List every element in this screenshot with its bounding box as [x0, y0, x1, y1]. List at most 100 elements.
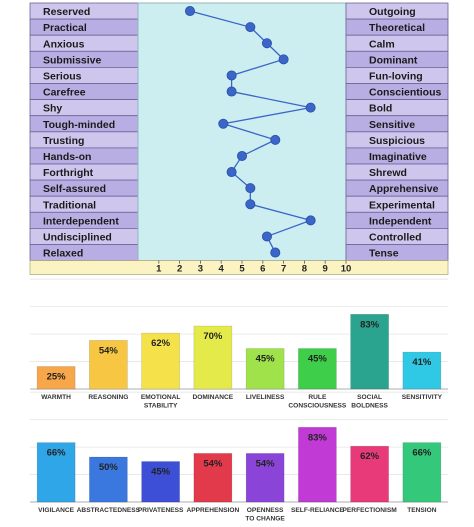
- right-trait-label: Independent: [369, 215, 432, 227]
- left-trait-label: Forthright: [43, 167, 94, 179]
- x-tick-label: 9: [323, 264, 328, 275]
- bar-category-label: EMOTIONAL: [141, 394, 181, 401]
- axis-strip: [29, 260, 449, 276]
- profile-point: [278, 54, 289, 65]
- left-trait-label: Interdependent: [43, 215, 119, 227]
- bar-category-label: TO CHANGE: [245, 516, 285, 523]
- bar: [402, 442, 442, 503]
- x-tick-label: 10: [341, 264, 352, 275]
- bar-value-label: 83%: [308, 432, 328, 443]
- bar-category-label: BOLDNESS: [351, 403, 388, 410]
- bar-value-label: 45%: [151, 467, 171, 478]
- profile-point: [261, 38, 272, 49]
- right-trait-label: Imaginative: [369, 151, 427, 163]
- profile-point: [245, 199, 256, 210]
- left-trait-label: Self-assured: [43, 183, 106, 195]
- right-trait-label: Bold: [369, 103, 392, 115]
- profile-point: [270, 247, 281, 258]
- left-trait-label: Tough-minded: [43, 119, 115, 131]
- bar-value-label: 66%: [412, 448, 432, 459]
- right-trait-label: Theoretical: [369, 22, 425, 34]
- bar-chart-top: 25% WARMTH 54% REASONING 62% EMOTIONAL STABILI…: [30, 278, 448, 410]
- profile-point: [218, 118, 229, 129]
- bar-value-label: 62%: [151, 338, 171, 349]
- bar-value-label: 50%: [99, 462, 119, 473]
- right-trait-label: Shrewd: [369, 167, 407, 179]
- bar-value-label: 54%: [203, 458, 223, 469]
- bar-category-label: STABILITY: [144, 403, 178, 410]
- bar: [89, 340, 128, 390]
- left-trait-label: Carefree: [43, 87, 86, 99]
- bar-value-label: 41%: [412, 357, 432, 368]
- profile-point: [270, 134, 281, 145]
- bar-category-label: TENSION: [407, 507, 437, 514]
- profile-point: [305, 102, 316, 113]
- left-trait-label: Trusting: [43, 135, 84, 147]
- bar: [141, 461, 180, 503]
- profile-line: [189, 10, 313, 253]
- bar-category-label: REASONING: [88, 394, 128, 401]
- left-trait-label: Practical: [43, 22, 87, 34]
- profile-plot-area: [137, 2, 347, 262]
- left-trait-label: Anxious: [43, 38, 85, 50]
- bar-value-label: 25%: [47, 372, 67, 383]
- bar: [36, 366, 76, 390]
- right-trait-label: Calm: [369, 38, 395, 50]
- right-trait-label: Tense: [369, 248, 399, 260]
- profile-point: [305, 215, 316, 226]
- left-trait-label: Submissive: [43, 54, 102, 66]
- right-label-cell: [345, 34, 449, 52]
- x-tick-label: 6: [260, 264, 265, 275]
- right-trait-label: Controlled: [369, 231, 422, 243]
- profile-point: [226, 167, 237, 178]
- left-trait-label: Traditional: [43, 199, 96, 211]
- bar: [36, 442, 76, 503]
- x-tick-label: 3: [198, 264, 203, 275]
- right-label-cell: [345, 99, 449, 117]
- bar-category-label: PERFECTIONISM: [343, 507, 398, 514]
- bar-category-label: SOCIAL: [357, 394, 382, 401]
- x-tick-label: 5: [239, 264, 245, 275]
- bar-category-label: PRIVATENESS: [138, 507, 184, 514]
- x-tick-label: 8: [302, 264, 307, 275]
- profile-point: [226, 86, 237, 97]
- profile-point: [245, 183, 256, 194]
- bar-value-label: 83%: [360, 319, 380, 330]
- bar-value-label: 54%: [256, 458, 276, 469]
- bar-category-label: RULE: [308, 394, 327, 401]
- bar-category-label: SENSITIVITY: [402, 394, 443, 401]
- bar: [193, 325, 233, 390]
- bar-value-label: 45%: [308, 354, 328, 365]
- right-trait-label: Experimental: [369, 199, 435, 211]
- bar-value-label: 45%: [256, 354, 276, 365]
- profile-x-axis: 1 2 3 4 5 6 7 8 9 10: [29, 260, 449, 276]
- bar-value-label: 54%: [99, 345, 119, 356]
- bar-value-label: 62%: [360, 451, 380, 462]
- x-tick-label: 1: [156, 264, 162, 275]
- bar: [245, 453, 285, 503]
- bar-category-label: VIGILANCE: [38, 507, 75, 514]
- profile-point: [261, 231, 272, 242]
- right-trait-label: Dominant: [369, 54, 418, 66]
- bar-category-label: CONSCIOUSNESS: [288, 403, 346, 410]
- profile-point: [226, 70, 237, 81]
- right-trait-label: Fun-loving: [369, 70, 423, 82]
- right-trait-label: Conscientious: [369, 87, 442, 99]
- bar-category-label: ABSTRACTEDNESS: [77, 507, 141, 514]
- left-trait-label: Serious: [43, 70, 82, 82]
- right-trait-label: Suspicious: [369, 135, 425, 147]
- right-trait-label: Apprehensive: [369, 183, 439, 195]
- bar-category-label: DOMINANCE: [193, 394, 234, 401]
- bar: [350, 445, 389, 503]
- profile-point: [245, 22, 256, 33]
- left-trait-label: Relaxed: [43, 248, 83, 260]
- bar: [298, 348, 337, 390]
- bar-category-label: APPREHENSION: [186, 507, 239, 514]
- right-trait-label: Outgoing: [369, 6, 416, 18]
- bar: [89, 456, 128, 503]
- bar-category-label: WARMTH: [41, 394, 71, 401]
- right-label-column: Outgoing Theoretical Calm Dominant Fun-lovin…: [345, 2, 449, 262]
- right-trait-label: Sensitive: [369, 119, 415, 131]
- left-trait-label: Reserved: [43, 6, 90, 18]
- bar: [350, 313, 389, 390]
